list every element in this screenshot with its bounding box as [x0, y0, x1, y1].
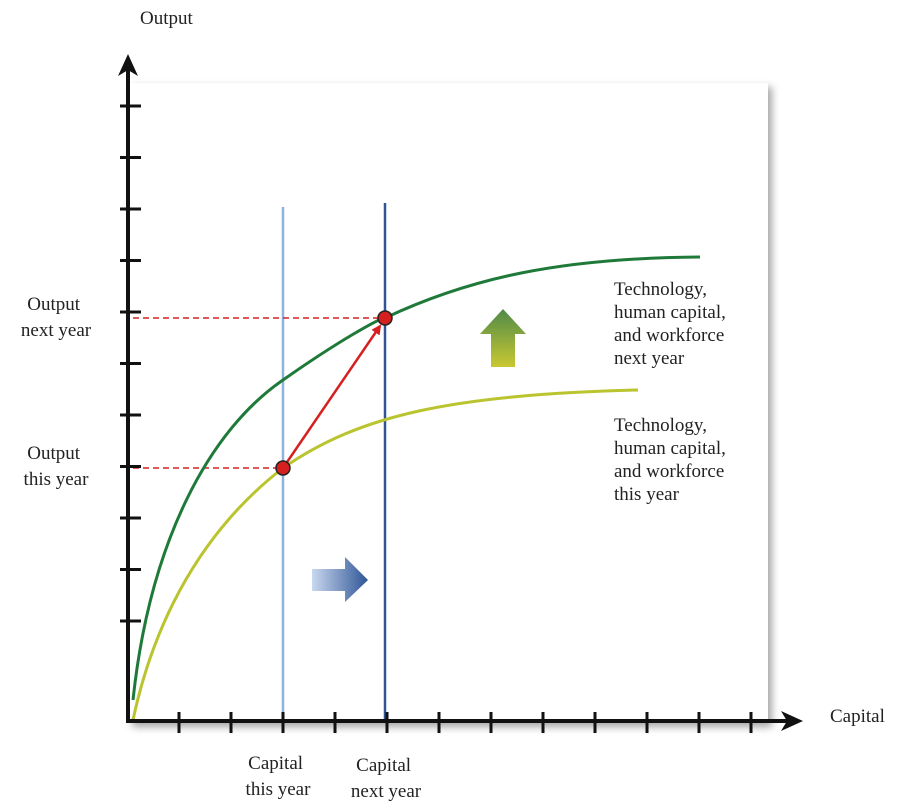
curve-this-year-label: Technology, human capital, and workforce… [614, 415, 731, 505]
x-axis-ticks [177, 712, 753, 733]
y-axis-label: Output [140, 8, 194, 29]
y-axis-ticks [120, 104, 141, 623]
curve-next-year-label: Technology, human capital, and workforce… [614, 279, 731, 369]
point-this-year [275, 460, 291, 476]
capital-this-year-label: Capital this year [246, 753, 312, 800]
x-axis-arrowhead [781, 711, 803, 731]
y-axis-arrowhead [118, 54, 138, 76]
movement-arrow [281, 324, 382, 469]
plot-panel [128, 83, 768, 723]
x-axis-label: Capital [830, 706, 885, 727]
output-next-year-label: Output next year [21, 294, 92, 341]
axes [118, 54, 803, 733]
arrow-right-icon [312, 557, 368, 602]
capital-next-year-label: Capital next year [351, 755, 422, 802]
curve-next-year [131, 255, 701, 701]
arrow-up-icon [480, 309, 526, 367]
point-next-year [377, 310, 393, 326]
output-this-year-label: Output this year [24, 443, 90, 490]
